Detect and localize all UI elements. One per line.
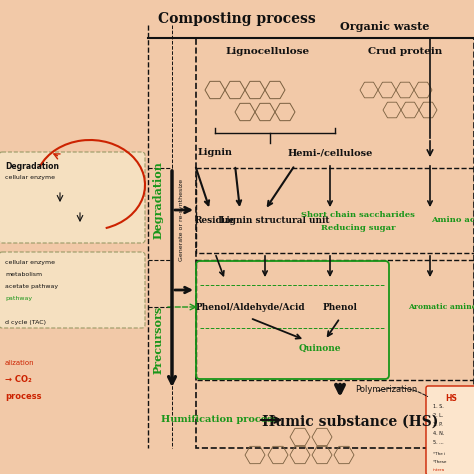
- Text: Lignin: Lignin: [198, 148, 233, 157]
- Text: metabolism: metabolism: [5, 272, 42, 277]
- FancyBboxPatch shape: [426, 386, 474, 474]
- Text: Phenol: Phenol: [323, 302, 357, 311]
- Text: Crud protein: Crud protein: [368, 47, 442, 56]
- FancyBboxPatch shape: [0, 152, 145, 243]
- Text: Hemi-/cellulose: Hemi-/cellulose: [287, 148, 373, 157]
- Text: Polymerization: Polymerization: [355, 385, 417, 394]
- Text: Degradation: Degradation: [153, 161, 164, 239]
- Text: d cycle (TAC): d cycle (TAC): [5, 320, 46, 325]
- Text: 1. S.: 1. S.: [433, 404, 444, 409]
- Text: process: process: [5, 392, 42, 401]
- Text: Humification process: Humification process: [162, 415, 279, 424]
- Text: 5. ...: 5. ...: [433, 440, 444, 445]
- Text: 4. N.: 4. N.: [433, 431, 444, 436]
- Text: *These: *These: [433, 460, 447, 464]
- Text: HS: HS: [445, 394, 457, 403]
- Text: Composting process: Composting process: [158, 12, 316, 26]
- Text: alization: alization: [5, 360, 35, 366]
- Text: acetate pathway: acetate pathway: [5, 284, 58, 289]
- Text: Short chain saccharides: Short chain saccharides: [301, 211, 415, 219]
- Text: *The i: *The i: [433, 452, 445, 456]
- Text: Lignin structural unit: Lignin structural unit: [220, 216, 330, 225]
- Text: Quinone: Quinone: [299, 344, 341, 353]
- FancyBboxPatch shape: [0, 252, 145, 328]
- Text: Humic substance (HS): Humic substance (HS): [262, 415, 438, 429]
- Text: Organic waste: Organic waste: [340, 21, 429, 32]
- Text: Amino acids: Amino acids: [431, 216, 474, 224]
- Text: Lignocellulose: Lignocellulose: [226, 47, 310, 56]
- Text: Degradation: Degradation: [5, 162, 59, 171]
- Text: 2. L.: 2. L.: [433, 413, 443, 418]
- Text: intera: intera: [433, 468, 445, 472]
- Text: Phenol/Aldehyde/Acid: Phenol/Aldehyde/Acid: [195, 302, 305, 311]
- Text: pathway: pathway: [5, 296, 32, 301]
- Text: Reducing sugar: Reducing sugar: [321, 224, 395, 232]
- Text: cellular enzyme: cellular enzyme: [5, 175, 55, 180]
- Text: cellular enzyme: cellular enzyme: [5, 260, 55, 265]
- Text: Aromatic amino acids: Aromatic amino acids: [408, 303, 474, 311]
- Text: Residue: Residue: [195, 216, 235, 225]
- Text: → CO₂: → CO₂: [5, 375, 32, 384]
- Text: 3. P.: 3. P.: [433, 422, 443, 427]
- Text: Precursors: Precursors: [153, 306, 164, 374]
- Text: Generate or re-synthesize: Generate or re-synthesize: [180, 179, 184, 261]
